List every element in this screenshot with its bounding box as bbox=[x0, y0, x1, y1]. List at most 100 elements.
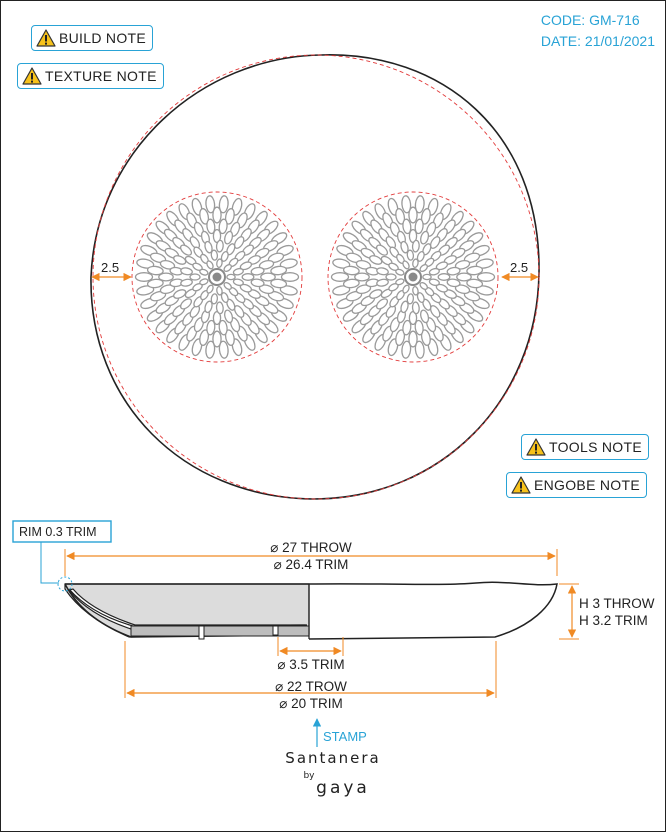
petal bbox=[446, 266, 461, 276]
petal bbox=[206, 284, 214, 294]
brand-by: by bbox=[303, 771, 315, 781]
petal bbox=[402, 218, 412, 235]
petal bbox=[206, 218, 216, 235]
plate-top-view bbox=[90, 54, 540, 500]
petal bbox=[239, 283, 253, 293]
petal bbox=[241, 273, 255, 281]
petal bbox=[146, 265, 164, 276]
petal bbox=[224, 309, 234, 324]
petal bbox=[233, 236, 245, 249]
petal bbox=[414, 319, 424, 336]
petal bbox=[411, 239, 420, 253]
petal bbox=[419, 281, 428, 291]
petal bbox=[416, 292, 425, 304]
petal bbox=[250, 266, 265, 276]
base-trim-label: ⌀ 20 TRIM bbox=[279, 696, 342, 711]
diameter-throw-label: ⌀ 27 THROW bbox=[270, 540, 352, 555]
texture-note-label: TEXTURE NOTE bbox=[45, 68, 157, 84]
petal bbox=[146, 278, 164, 289]
petal bbox=[218, 195, 229, 214]
petal bbox=[454, 259, 471, 270]
plate-trim-outline bbox=[92, 54, 540, 500]
engobe-note-button[interactable]: ENGOBE NOTE bbox=[506, 472, 647, 498]
petal bbox=[199, 329, 210, 346]
stamp-label: STAMP bbox=[323, 729, 367, 744]
petal bbox=[205, 195, 216, 214]
petal bbox=[223, 263, 232, 273]
petal bbox=[215, 239, 224, 253]
texture-note-button[interactable]: TEXTURE NOTE bbox=[17, 63, 164, 89]
petal bbox=[412, 285, 419, 296]
petal bbox=[206, 319, 216, 336]
petal bbox=[355, 284, 372, 295]
petal bbox=[446, 278, 461, 288]
petal bbox=[428, 278, 440, 287]
petal bbox=[179, 244, 193, 256]
petal bbox=[375, 298, 389, 310]
margin-left-label: 2.5 bbox=[101, 260, 119, 275]
petal bbox=[395, 329, 406, 346]
petal bbox=[406, 249, 415, 261]
petal bbox=[179, 298, 193, 310]
petal bbox=[332, 258, 351, 269]
warning-icon bbox=[526, 438, 546, 456]
petal bbox=[456, 272, 472, 282]
petal bbox=[332, 285, 351, 296]
petal bbox=[134, 272, 154, 282]
petal bbox=[279, 258, 298, 269]
petal bbox=[260, 272, 276, 282]
petal bbox=[159, 259, 176, 270]
petal bbox=[400, 300, 409, 314]
petal bbox=[466, 265, 484, 276]
petal bbox=[420, 208, 431, 225]
petal bbox=[210, 249, 219, 261]
petal bbox=[428, 267, 440, 276]
petal bbox=[224, 208, 235, 225]
petal bbox=[395, 278, 405, 286]
petal bbox=[232, 278, 244, 287]
petal bbox=[239, 261, 253, 271]
petal bbox=[173, 255, 187, 265]
rosette-pattern-left bbox=[131, 191, 303, 363]
petal bbox=[420, 230, 430, 245]
petal bbox=[173, 289, 187, 299]
petal bbox=[475, 258, 494, 269]
petal bbox=[216, 258, 223, 269]
margin-dimension-left: 2.5 bbox=[91, 260, 132, 282]
height-trim-label: H 3.2 TRIM bbox=[579, 613, 648, 628]
petal bbox=[369, 289, 383, 299]
petal bbox=[220, 250, 229, 262]
petal bbox=[395, 208, 406, 225]
petal bbox=[210, 293, 219, 305]
petal bbox=[402, 319, 412, 336]
warning-icon bbox=[36, 29, 56, 47]
petal bbox=[414, 195, 425, 214]
petal bbox=[270, 278, 288, 289]
diameter-dimension: ⌀ 27 THROW ⌀ 26.4 TRIM bbox=[64, 540, 558, 576]
tools-note-button[interactable]: TOOLS NOTE bbox=[521, 434, 649, 460]
petal bbox=[476, 272, 496, 282]
petal bbox=[258, 259, 275, 270]
diameter-trim-label: ⌀ 26.4 TRIM bbox=[274, 557, 349, 572]
petal bbox=[437, 273, 451, 281]
petal bbox=[401, 195, 412, 214]
petal bbox=[258, 284, 275, 295]
margin-right-label: 2.5 bbox=[510, 260, 528, 275]
petal bbox=[250, 278, 265, 288]
petal bbox=[218, 218, 228, 235]
petal bbox=[218, 340, 229, 359]
petal bbox=[420, 329, 431, 346]
petal bbox=[180, 278, 193, 287]
petal bbox=[189, 273, 201, 281]
petal bbox=[215, 301, 224, 315]
petal bbox=[395, 268, 405, 276]
petal bbox=[402, 260, 410, 270]
petal bbox=[454, 284, 471, 295]
build-note-button[interactable]: BUILD NOTE bbox=[31, 25, 154, 51]
petal bbox=[376, 267, 389, 276]
rosette-center-dot bbox=[212, 272, 222, 282]
petal bbox=[414, 218, 424, 235]
petal bbox=[212, 330, 222, 348]
petal bbox=[224, 230, 234, 245]
